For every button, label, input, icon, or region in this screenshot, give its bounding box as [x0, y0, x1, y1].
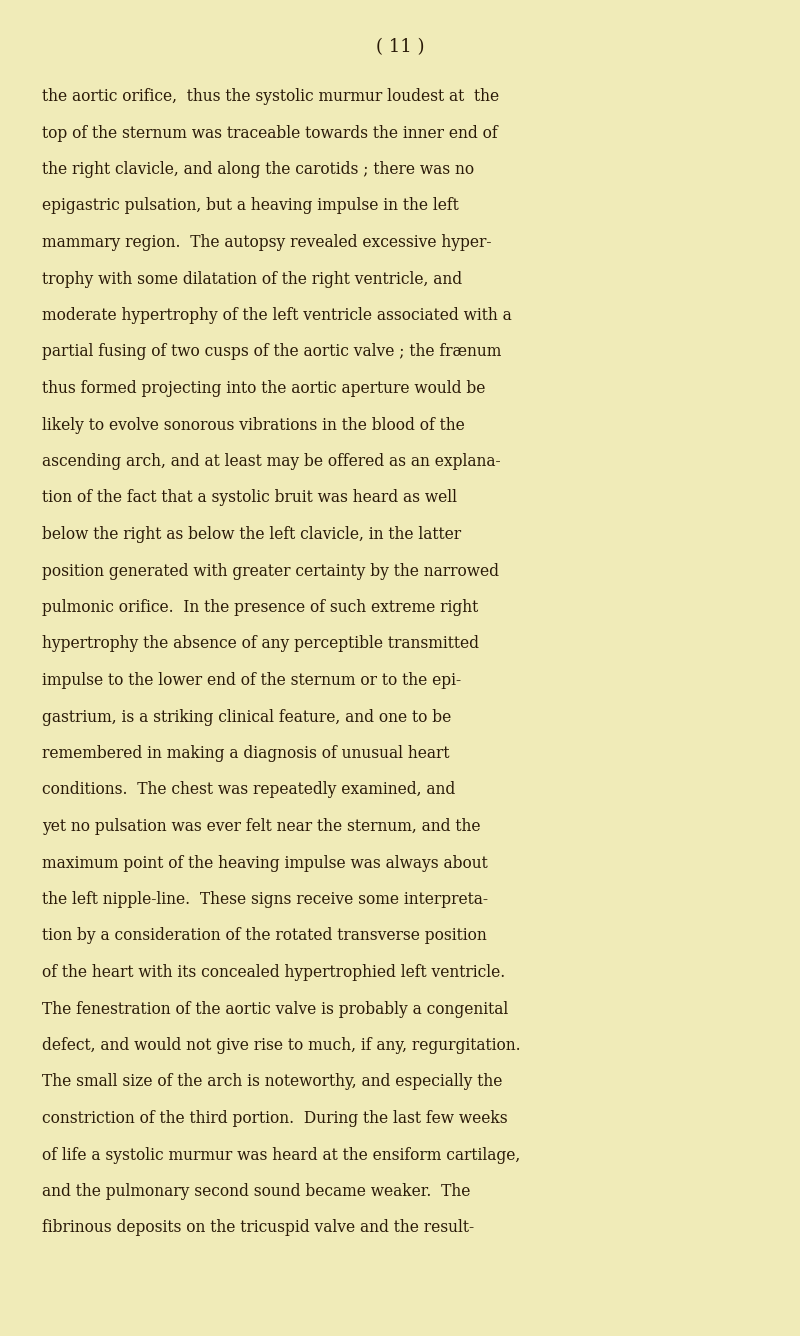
Text: remembered in making a diagnosis of unusual heart: remembered in making a diagnosis of unus…: [42, 745, 450, 762]
Text: and the pulmonary second sound became weaker.  The: and the pulmonary second sound became we…: [42, 1182, 470, 1200]
Text: of the heart with its concealed hypertrophied left ventricle.: of the heart with its concealed hypertro…: [42, 965, 506, 981]
Text: epigastric pulsation, but a heaving impulse in the left: epigastric pulsation, but a heaving impu…: [42, 198, 458, 215]
Text: The small size of the arch is noteworthy, and especially the: The small size of the arch is noteworthy…: [42, 1074, 502, 1090]
Text: conditions.  The chest was repeatedly examined, and: conditions. The chest was repeatedly exa…: [42, 782, 455, 799]
Text: fibrinous deposits on the tricuspid valve and the result-: fibrinous deposits on the tricuspid valv…: [42, 1220, 474, 1237]
Text: defect, and would not give rise to much, if any, regurgitation.: defect, and would not give rise to much,…: [42, 1037, 521, 1054]
Text: the left nipple-line.  These signs receive some interpreta-: the left nipple-line. These signs receiv…: [42, 891, 488, 908]
Text: below the right as below the left clavicle, in the latter: below the right as below the left clavic…: [42, 526, 461, 542]
Text: thus formed projecting into the aortic aperture would be: thus formed projecting into the aortic a…: [42, 379, 486, 397]
Text: position generated with greater certainty by the narrowed: position generated with greater certaint…: [42, 562, 499, 580]
Text: impulse to the lower end of the sternum or to the epi-: impulse to the lower end of the sternum …: [42, 672, 461, 689]
Text: trophy with some dilatation of the right ventricle, and: trophy with some dilatation of the right…: [42, 270, 462, 287]
Text: top of the sternum was traceable towards the inner end of: top of the sternum was traceable towards…: [42, 124, 498, 142]
Text: maximum point of the heaving impulse was always about: maximum point of the heaving impulse was…: [42, 855, 488, 871]
Text: The fenestration of the aortic valve is probably a congenital: The fenestration of the aortic valve is …: [42, 1001, 508, 1018]
Text: the aortic orifice,  thus the systolic murmur loudest at  the: the aortic orifice, thus the systolic mu…: [42, 88, 499, 106]
Text: partial fusing of two cusps of the aortic valve ; the frænum: partial fusing of two cusps of the aorti…: [42, 343, 502, 361]
Text: ( 11 ): ( 11 ): [376, 37, 424, 56]
Text: mammary region.  The autopsy revealed excessive hyper-: mammary region. The autopsy revealed exc…: [42, 234, 491, 251]
Text: moderate hypertrophy of the left ventricle associated with a: moderate hypertrophy of the left ventric…: [42, 307, 512, 325]
Text: pulmonic orifice.  In the presence of such extreme right: pulmonic orifice. In the presence of suc…: [42, 599, 478, 616]
Text: yet no pulsation was ever felt near the sternum, and the: yet no pulsation was ever felt near the …: [42, 818, 481, 835]
Text: of life a systolic murmur was heard at the ensiform cartilage,: of life a systolic murmur was heard at t…: [42, 1146, 520, 1164]
Text: tion of the fact that a systolic bruit was heard as well: tion of the fact that a systolic bruit w…: [42, 489, 457, 506]
Text: tion by a consideration of the rotated transverse position: tion by a consideration of the rotated t…: [42, 927, 486, 945]
Text: likely to evolve sonorous vibrations in the blood of the: likely to evolve sonorous vibrations in …: [42, 417, 465, 433]
Text: gastrium, is a striking clinical feature, and one to be: gastrium, is a striking clinical feature…: [42, 708, 451, 725]
Text: the right clavicle, and along the carotids ; there was no: the right clavicle, and along the caroti…: [42, 162, 474, 178]
Text: ascending arch, and at least may be offered as an explana-: ascending arch, and at least may be offe…: [42, 453, 501, 470]
Text: constriction of the third portion.  During the last few weeks: constriction of the third portion. Durin…: [42, 1110, 508, 1128]
Text: hypertrophy the absence of any perceptible transmitted: hypertrophy the absence of any perceptib…: [42, 636, 479, 652]
